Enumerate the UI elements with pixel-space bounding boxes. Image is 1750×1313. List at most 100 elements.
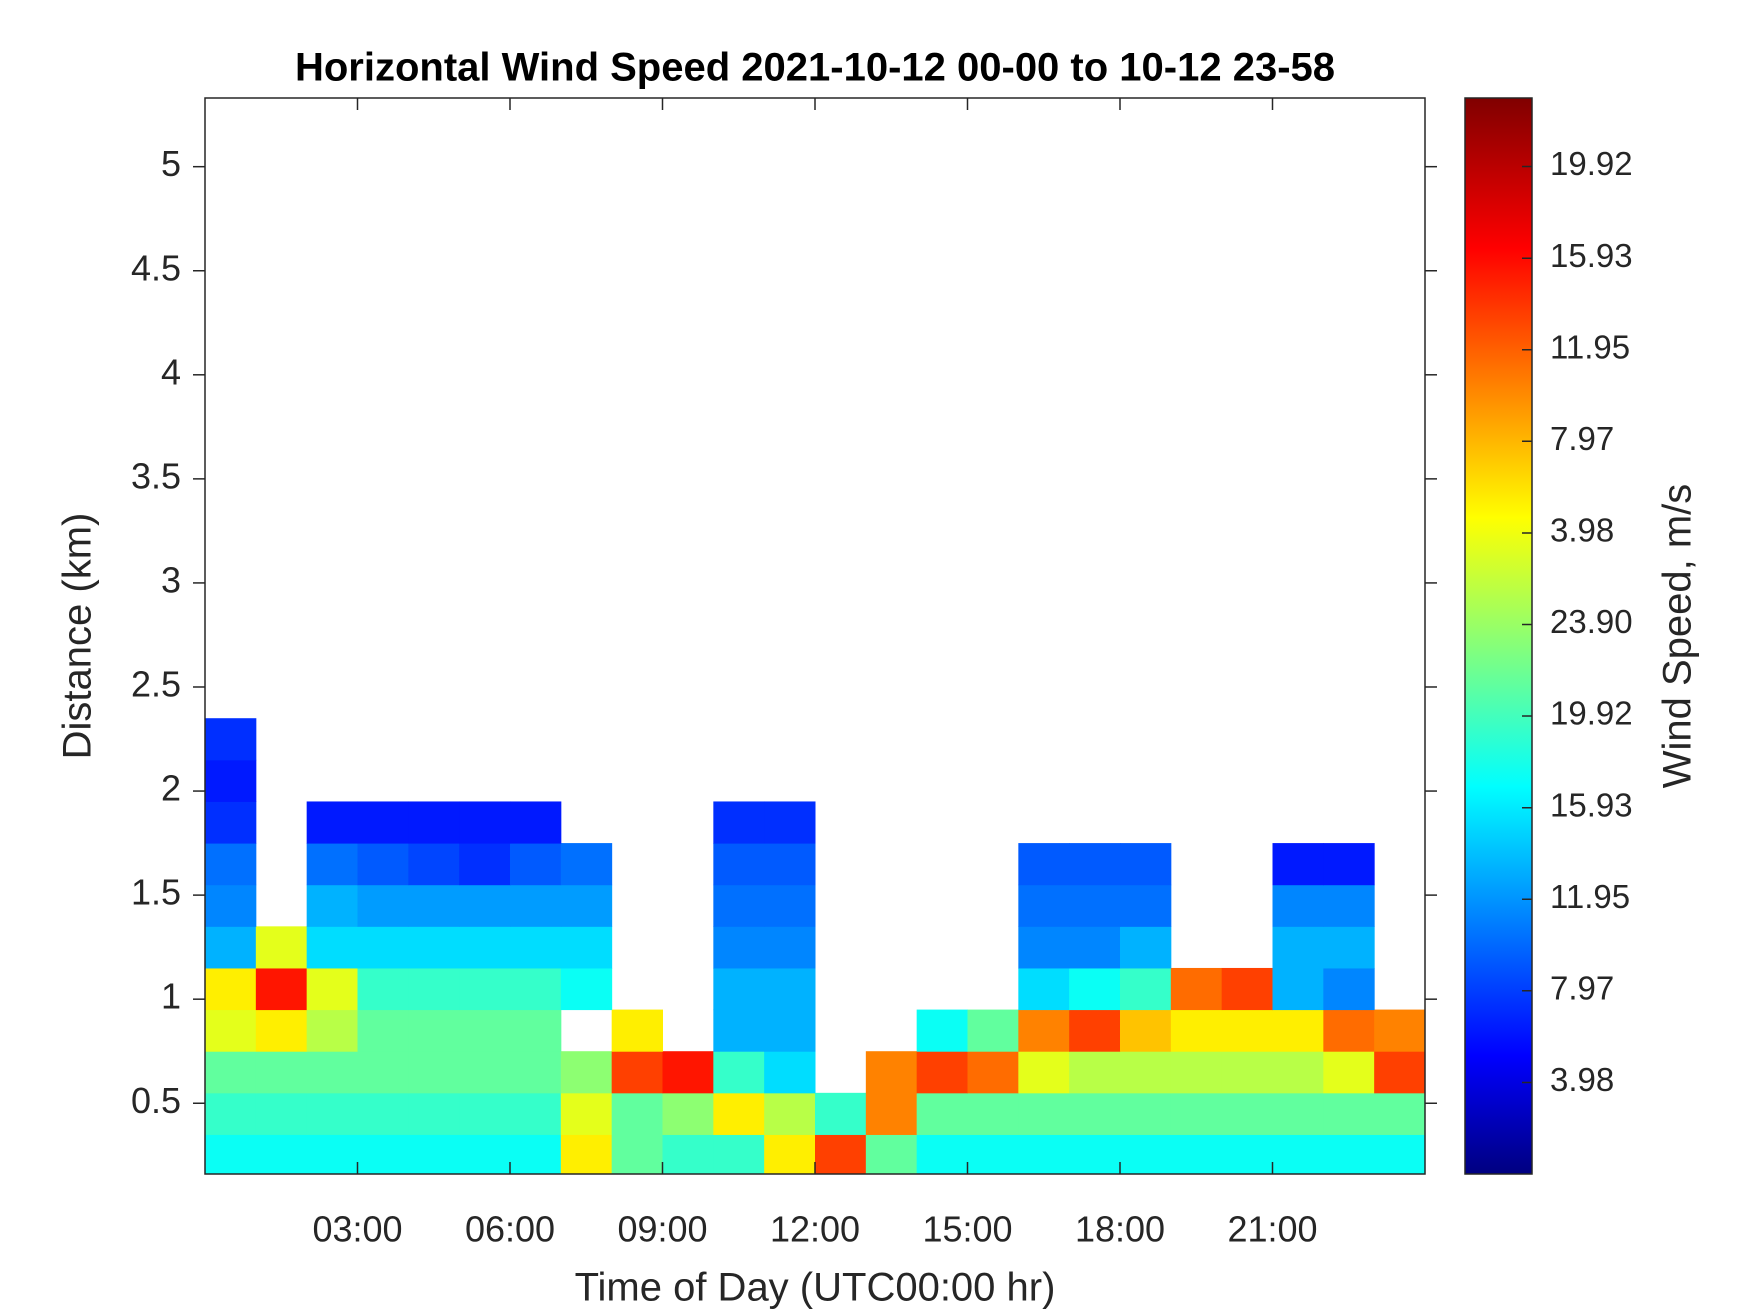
y-tick-label: 4 bbox=[161, 351, 181, 392]
x-tick-label: 09:00 bbox=[617, 1209, 707, 1250]
heatmap-cell bbox=[1018, 926, 1070, 969]
heatmap-cell bbox=[1272, 1051, 1324, 1094]
heatmap-cell bbox=[510, 1134, 562, 1175]
y-tick-label: 2.5 bbox=[131, 664, 181, 705]
heatmap-cell bbox=[713, 1134, 765, 1175]
heatmap-cell bbox=[510, 801, 562, 844]
heatmap-cell bbox=[764, 967, 816, 1011]
heatmap-cell bbox=[459, 1051, 511, 1094]
heatmap-cell bbox=[357, 801, 409, 844]
heatmap-cell bbox=[1069, 967, 1121, 1011]
heatmap-cell bbox=[459, 1134, 511, 1175]
y-tick-label: 0.5 bbox=[131, 1080, 181, 1121]
heatmap-cell bbox=[205, 718, 257, 761]
y-tick-label: 3.5 bbox=[131, 455, 181, 496]
heatmap-cell bbox=[1323, 926, 1375, 969]
heatmap-cell bbox=[306, 926, 358, 969]
heatmap-cell bbox=[205, 759, 257, 802]
heatmap-cell bbox=[1272, 967, 1324, 1011]
x-tick-label: 18:00 bbox=[1075, 1209, 1165, 1250]
heatmap-cell bbox=[764, 801, 816, 844]
heatmap-cell bbox=[560, 1051, 613, 1094]
heatmap-cell bbox=[1170, 1051, 1223, 1094]
heatmap-cell bbox=[1170, 967, 1223, 1011]
heatmap-cell bbox=[510, 1051, 562, 1094]
heatmap-cell bbox=[967, 1051, 1019, 1094]
y-tick-label: 1.5 bbox=[131, 872, 181, 913]
heatmap-cell bbox=[916, 1009, 968, 1052]
y-tick-label: 3 bbox=[161, 559, 181, 600]
heatmap-cell bbox=[713, 1009, 765, 1052]
heatmap-cell bbox=[255, 1051, 308, 1094]
heatmap-cell bbox=[1170, 1092, 1223, 1135]
colorbar-tick-label: 7.97 bbox=[1550, 969, 1614, 1006]
heatmap-cell bbox=[713, 843, 765, 886]
heatmap-cell bbox=[205, 926, 257, 969]
heatmap-cell bbox=[662, 1134, 714, 1175]
heatmap-cell bbox=[713, 801, 765, 844]
heatmap-cell bbox=[764, 1092, 816, 1135]
heatmap-cell bbox=[967, 1009, 1019, 1052]
heatmap-cell bbox=[357, 1092, 409, 1135]
heatmap-cell bbox=[357, 926, 409, 969]
heatmap-cell bbox=[510, 1009, 562, 1052]
heatmap-cell bbox=[1221, 1092, 1273, 1135]
heatmap-cell bbox=[1069, 884, 1121, 927]
heatmap-cell bbox=[916, 1134, 968, 1175]
heatmap-cell bbox=[459, 884, 511, 927]
heatmap-cell bbox=[459, 926, 511, 969]
heatmap-cell bbox=[815, 1134, 867, 1175]
heatmap-cell bbox=[1221, 1009, 1273, 1052]
heatmap-cell bbox=[357, 884, 409, 927]
heatmap-cell bbox=[1069, 843, 1121, 886]
colorbar-tick-label: 3.98 bbox=[1550, 512, 1614, 549]
heatmap-cell bbox=[815, 1092, 867, 1135]
heatmap-cell bbox=[1272, 843, 1324, 886]
heatmap-cell bbox=[764, 1134, 816, 1175]
heatmap-cell bbox=[408, 801, 460, 844]
heatmap-cell bbox=[1374, 1134, 1426, 1175]
heatmap-cell bbox=[967, 1134, 1019, 1175]
heatmap-cell bbox=[306, 967, 358, 1011]
heatmap-cell bbox=[408, 884, 460, 927]
heatmap-cell bbox=[1272, 1009, 1324, 1052]
colorbar-tick-label: 15.93 bbox=[1550, 786, 1633, 823]
heatmap-cell bbox=[1272, 926, 1324, 969]
heatmap-cell bbox=[1272, 884, 1324, 927]
heatmap-cell bbox=[764, 884, 816, 927]
heatmap-cell bbox=[713, 884, 765, 927]
heatmap-cell bbox=[408, 1092, 460, 1135]
heatmap-cell bbox=[205, 884, 257, 927]
heatmap-cell bbox=[357, 1134, 409, 1175]
heatmap-cell bbox=[764, 1009, 816, 1052]
x-tick-label: 15:00 bbox=[922, 1209, 1012, 1250]
heatmap-cell bbox=[1272, 1134, 1324, 1175]
heatmap-cell bbox=[1018, 967, 1070, 1011]
heatmap-cell bbox=[408, 843, 460, 886]
heatmap-cell bbox=[408, 1009, 460, 1052]
heatmap-cell bbox=[510, 884, 562, 927]
heatmap-cell bbox=[1272, 1092, 1324, 1135]
y-tick-label: 2 bbox=[161, 768, 181, 809]
heatmap-cell bbox=[1323, 1009, 1375, 1052]
heatmap-cell bbox=[865, 1134, 918, 1175]
heatmap-cell bbox=[1374, 1009, 1426, 1052]
heatmap-cell bbox=[1170, 1009, 1223, 1052]
heatmap-cell bbox=[357, 1051, 409, 1094]
chart-title: Horizontal Wind Speed 2021-10-12 00-00 t… bbox=[295, 46, 1335, 90]
heatmap-cell bbox=[1120, 1134, 1172, 1175]
heatmap-cell bbox=[1018, 843, 1070, 886]
heatmap-cell bbox=[1069, 1092, 1121, 1135]
heatmap-cell bbox=[357, 843, 409, 886]
heatmap-cell bbox=[205, 1051, 257, 1094]
heatmap-cell bbox=[459, 967, 511, 1011]
colorbar-tick-label: 19.92 bbox=[1550, 695, 1633, 732]
heatmap-cell bbox=[1221, 1134, 1273, 1175]
x-axis-label: Time of Day (UTC00:00 hr) bbox=[575, 1266, 1056, 1310]
heatmap-cell bbox=[1120, 1092, 1172, 1135]
heatmap-cell bbox=[1018, 1092, 1070, 1135]
y-tick-label: 5 bbox=[161, 143, 181, 184]
heatmap-cell bbox=[459, 843, 511, 886]
heatmap-cell bbox=[459, 1009, 511, 1052]
